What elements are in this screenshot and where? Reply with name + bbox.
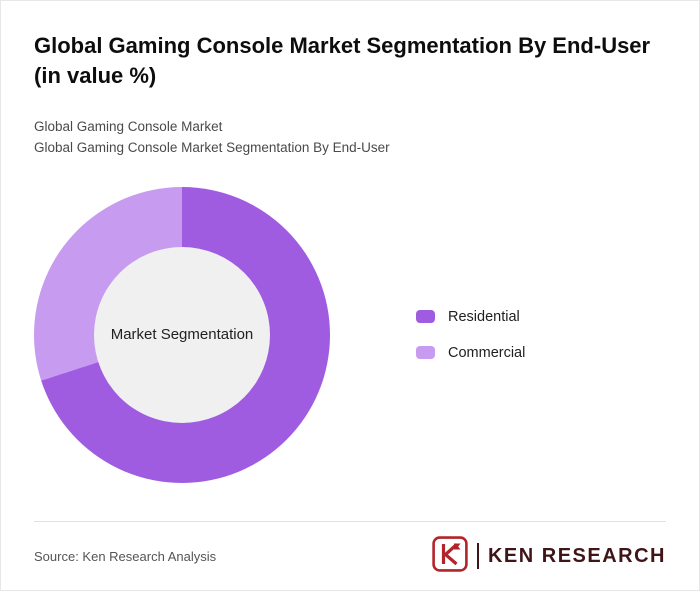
donut-center-label: Market Segmentation bbox=[110, 326, 254, 344]
chart-subtitle-line-2: Global Gaming Console Market Segmentatio… bbox=[34, 140, 390, 156]
chart-legend: Residential Commercial bbox=[416, 309, 525, 361]
donut-chart: Market Segmentation bbox=[34, 186, 330, 483]
ken-research-logo: KEN RESEARCH bbox=[432, 536, 666, 577]
logo-divider-bar bbox=[476, 543, 479, 570]
chart-title: Global Gaming Console Market Segmentatio… bbox=[34, 33, 651, 89]
chart-area: Market Segmentation Residential Commerci… bbox=[34, 186, 666, 483]
footer: Source: Ken Research Analysis KEN RESEAR… bbox=[34, 522, 666, 577]
legend-swatch bbox=[416, 310, 435, 324]
donut-hole: Market Segmentation bbox=[94, 246, 270, 423]
source-text: Source: Ken Research Analysis bbox=[34, 548, 217, 564]
ken-research-monogram-icon bbox=[432, 536, 468, 577]
chart-subtitle-line-1: Global Gaming Console Market bbox=[34, 118, 223, 134]
legend-item-residential[interactable]: Residential bbox=[416, 309, 525, 325]
legend-label: Residential bbox=[448, 308, 520, 325]
brand-name: KEN RESEARCH bbox=[487, 544, 666, 567]
legend-item-commercial[interactable]: Commercial bbox=[416, 345, 525, 361]
legend-label: Commercial bbox=[448, 344, 526, 361]
legend-swatch bbox=[416, 346, 435, 360]
footer-divider bbox=[34, 520, 666, 522]
